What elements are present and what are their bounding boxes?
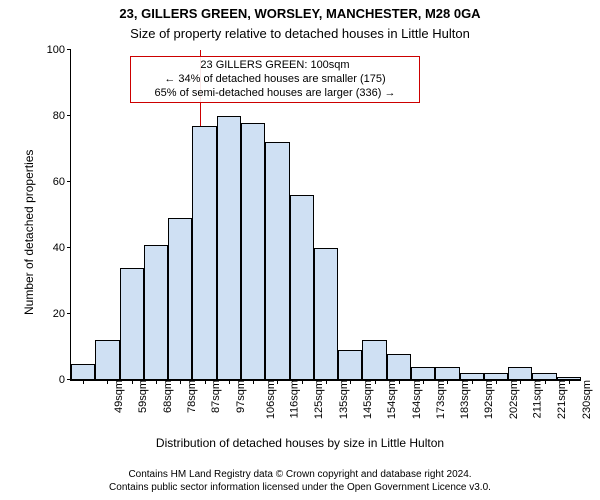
x-tick-label: 116sqm bbox=[282, 380, 300, 418]
histogram-bar bbox=[265, 142, 289, 380]
y-tick-label: 40 bbox=[53, 242, 71, 254]
x-tick-label: 230sqm bbox=[575, 380, 593, 419]
histogram-bar bbox=[144, 245, 168, 380]
y-tick-mark bbox=[67, 313, 71, 314]
y-tick-label: 20 bbox=[53, 308, 71, 320]
x-tick-mark bbox=[520, 380, 521, 384]
x-tick-mark bbox=[496, 380, 497, 384]
x-tick-mark bbox=[180, 380, 181, 384]
x-tick-mark bbox=[277, 380, 278, 384]
annotation-line-2: ← 34% of detached houses are smaller (17… bbox=[137, 73, 413, 87]
y-tick-label: 100 bbox=[47, 44, 71, 56]
x-tick-label: 173sqm bbox=[429, 380, 447, 419]
histogram-bar bbox=[241, 123, 265, 380]
x-tick-mark bbox=[472, 380, 473, 384]
y-tick-mark bbox=[67, 181, 71, 182]
y-tick-label: 60 bbox=[53, 176, 71, 188]
x-tick-label: 78sqm bbox=[180, 380, 198, 413]
histogram-bar bbox=[290, 195, 314, 380]
histogram-bar bbox=[217, 116, 241, 380]
x-tick-mark bbox=[569, 380, 570, 384]
x-tick-mark bbox=[302, 380, 303, 384]
x-tick-label: 221sqm bbox=[550, 380, 568, 419]
x-tick-mark bbox=[326, 380, 327, 384]
x-tick-label: 192sqm bbox=[478, 380, 496, 419]
x-tick-label: 59sqm bbox=[131, 380, 149, 413]
histogram-bar bbox=[435, 367, 459, 380]
annotation-line-3: 65% of semi-detached houses are larger (… bbox=[137, 87, 413, 101]
x-tick-mark bbox=[447, 380, 448, 384]
histogram-bar bbox=[387, 354, 411, 380]
histogram-bar bbox=[71, 364, 95, 381]
x-tick-mark bbox=[545, 380, 546, 384]
x-tick-mark bbox=[83, 380, 84, 384]
footer-line-1: Contains HM Land Registry data © Crown c… bbox=[0, 468, 600, 481]
x-tick-label: 135sqm bbox=[332, 380, 350, 419]
x-tick-label: 106sqm bbox=[259, 380, 277, 419]
histogram-bar bbox=[120, 268, 144, 380]
x-tick-label: 211sqm bbox=[525, 380, 543, 418]
chart-container: 23, GILLERS GREEN, WORSLEY, MANCHESTER, … bbox=[0, 0, 600, 500]
x-tick-label: 154sqm bbox=[380, 380, 398, 419]
x-tick-label: 183sqm bbox=[453, 380, 471, 419]
histogram-bar bbox=[338, 350, 362, 380]
y-axis-label: Number of detached properties bbox=[22, 150, 36, 315]
histogram-bar bbox=[484, 373, 508, 380]
histogram-bar bbox=[411, 367, 435, 380]
y-tick-label: 0 bbox=[59, 374, 71, 386]
annotation-line-1: 23 GILLERS GREEN: 100sqm bbox=[137, 59, 413, 73]
x-tick-label: 87sqm bbox=[204, 380, 222, 413]
histogram-bar bbox=[532, 373, 556, 380]
x-tick-label: 49sqm bbox=[107, 380, 125, 413]
y-tick-mark bbox=[67, 247, 71, 248]
histogram-bar bbox=[362, 340, 386, 380]
histogram-bar bbox=[168, 218, 192, 380]
histogram-bar bbox=[508, 367, 532, 380]
x-axis-label: Distribution of detached houses by size … bbox=[0, 436, 600, 450]
x-tick-label: 202sqm bbox=[502, 380, 520, 419]
footer-line-2: Contains public sector information licen… bbox=[0, 481, 600, 494]
histogram-bar bbox=[95, 340, 119, 380]
x-tick-label: 68sqm bbox=[156, 380, 174, 413]
chart-subtitle: Size of property relative to detached ho… bbox=[0, 26, 600, 43]
x-tick-mark bbox=[205, 380, 206, 384]
x-tick-mark bbox=[253, 380, 254, 384]
y-tick-label: 80 bbox=[53, 110, 71, 122]
histogram-bar bbox=[314, 248, 338, 380]
annotation-box: 23 GILLERS GREEN: 100sqm ← 34% of detach… bbox=[130, 56, 420, 103]
x-tick-mark bbox=[156, 380, 157, 384]
x-tick-label: 125sqm bbox=[308, 380, 326, 419]
x-tick-label: 164sqm bbox=[405, 380, 423, 419]
footer-attribution: Contains HM Land Registry data © Crown c… bbox=[0, 468, 600, 494]
x-tick-mark bbox=[375, 380, 376, 384]
y-tick-mark bbox=[67, 115, 71, 116]
x-tick-label: 97sqm bbox=[229, 380, 247, 413]
chart-title: 23, GILLERS GREEN, WORSLEY, MANCHESTER, … bbox=[0, 6, 600, 23]
x-tick-mark bbox=[107, 380, 108, 384]
x-tick-label: 145sqm bbox=[356, 380, 374, 419]
x-tick-mark bbox=[423, 380, 424, 384]
histogram-bar bbox=[192, 126, 216, 380]
histogram-bar bbox=[460, 373, 484, 380]
x-tick-mark bbox=[229, 380, 230, 384]
y-tick-mark bbox=[67, 49, 71, 50]
x-tick-mark bbox=[132, 380, 133, 384]
x-tick-mark bbox=[399, 380, 400, 384]
x-tick-mark bbox=[350, 380, 351, 384]
